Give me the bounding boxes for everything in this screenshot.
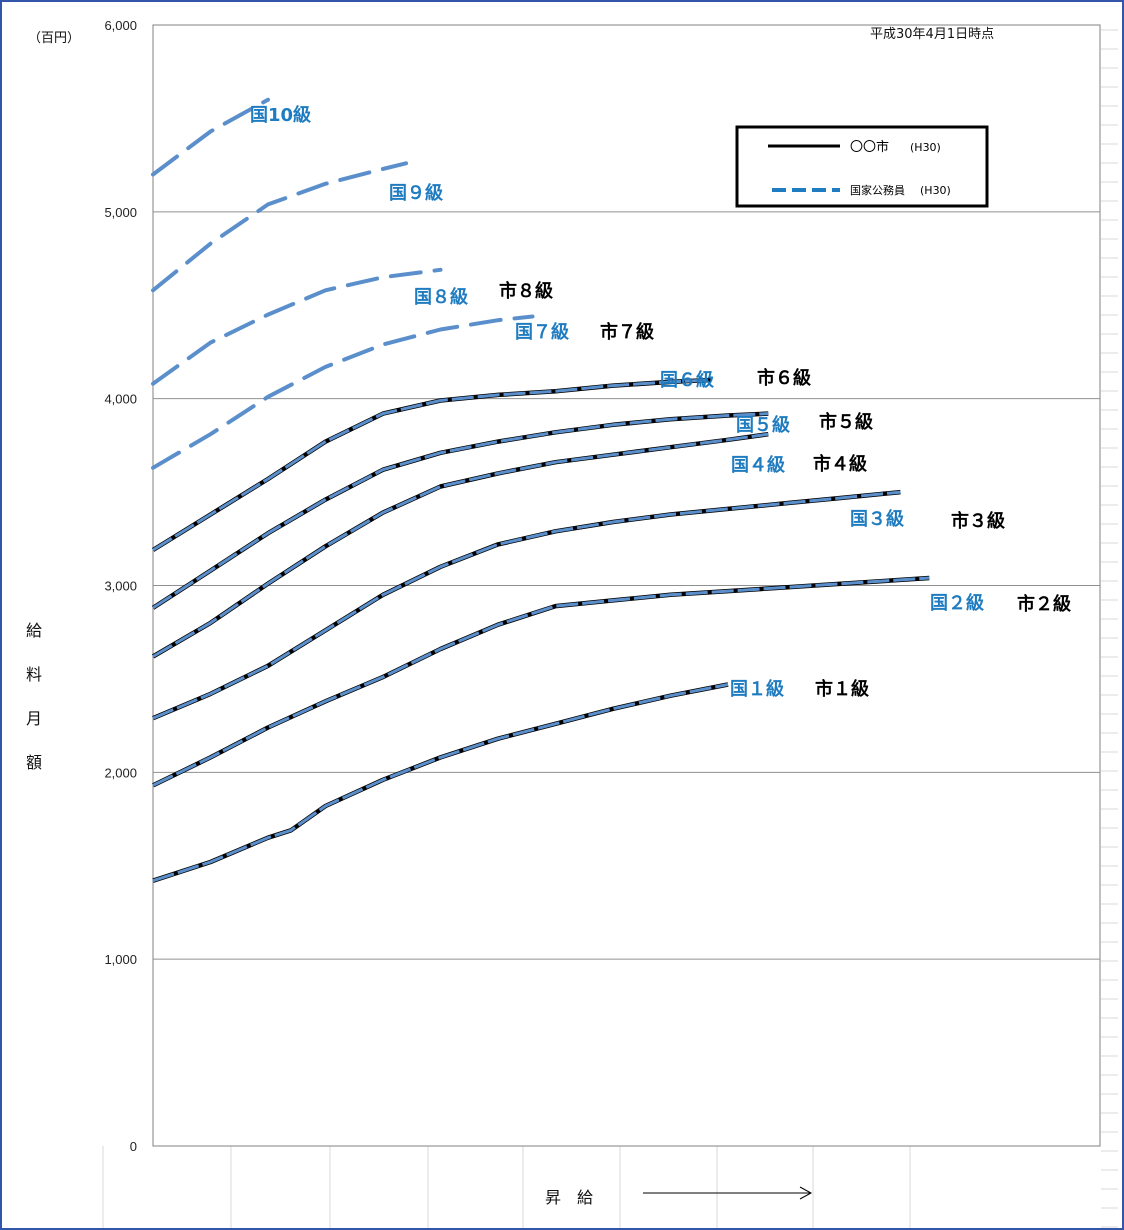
legend-city-suffix: (H30) [910, 141, 941, 154]
city-grade-label-3: 市３級 [951, 510, 1005, 532]
unit-label: （百円） [28, 31, 80, 46]
city-grade-label-8: 市８級 [499, 280, 553, 302]
national-grade-label-1: 国１級 [730, 678, 784, 700]
grade-labels: 国１級 市１級 国２級 市２級 国３級 市３級 国４級 市４級 国５級 市５級 国６級 市６級 国７級 市… [250, 104, 1071, 700]
y-axis-label-char: 月 [26, 709, 42, 728]
sheet-grid [102, 29, 1118, 1228]
y-tick-label: 0 [130, 1139, 137, 1154]
y-tick-label: 4,000 [104, 392, 137, 407]
national-grade-label-4: 国４級 [731, 454, 785, 476]
x-axis-label: 昇 給 [545, 1188, 593, 1207]
national-line-grade-4 [152, 432, 769, 658]
y-tick-label: 2,000 [104, 765, 137, 780]
national-grade-label-7: 国７級 [515, 321, 569, 343]
national-line-grade-9 [151, 161, 408, 293]
legend-national-label: 国家公務員 [850, 183, 905, 197]
as-of-date: 平成30年4月1日時点 [870, 27, 994, 42]
y-axis-label-char: 額 [26, 753, 42, 772]
gridlines [153, 211, 1100, 960]
city-grade-label-7: 市７級 [600, 321, 654, 343]
y-tick-label: 6,000 [104, 18, 137, 33]
city-grade-label-6: 市６級 [757, 367, 811, 389]
legend-city-label: 〇〇市 [850, 139, 889, 155]
national-grade-label-8: 国８級 [414, 286, 468, 308]
city-grade-label-5: 市５級 [819, 411, 873, 433]
city-grade-label-4: 市４級 [813, 453, 867, 475]
national-line-grade-5 [152, 412, 769, 610]
legend-national-suffix: (H30) [920, 184, 951, 197]
city-grade-label-1: 市１級 [815, 678, 869, 700]
national-line-grade-1 [152, 683, 729, 883]
national-line-grade-10 [151, 97, 270, 177]
legend: 〇〇市 (H30) 国家公務員 (H30) [735, 125, 989, 208]
national-line-grade-6 [152, 378, 711, 552]
national-line-grade-8 [151, 267, 443, 386]
national-grade-label-6: 国６級 [660, 369, 714, 391]
national-line-grade-3 [152, 490, 901, 720]
national-grade-label-5: 国５級 [736, 414, 790, 436]
national-grade-label-3: 国３級 [850, 508, 904, 530]
series-layer [151, 97, 930, 883]
y-tick-label: 5,000 [104, 205, 137, 220]
y-tick-labels: 0 1,000 2,000 3,000 4,000 5,000 6,000 [104, 18, 137, 1154]
national-grade-label-9: 国９級 [389, 182, 443, 204]
y-tick-label: 3,000 [104, 579, 137, 594]
national-line-grade-2 [152, 576, 930, 787]
y-tick-label: 1,000 [104, 952, 137, 967]
city-grade-label-2: 市２級 [1017, 593, 1071, 615]
y-axis-label-char: 料 [26, 665, 42, 684]
legend-box [735, 125, 989, 208]
x-axis-arrow-icon [643, 1186, 813, 1200]
y-axis-label-char: 給 [26, 621, 42, 640]
national-line-grade-7 [151, 314, 535, 470]
national-grade-label-10: 国10級 [250, 104, 311, 126]
y-axis-label: 給 料 月 額 [26, 621, 42, 772]
national-grade-label-2: 国２級 [930, 592, 984, 614]
